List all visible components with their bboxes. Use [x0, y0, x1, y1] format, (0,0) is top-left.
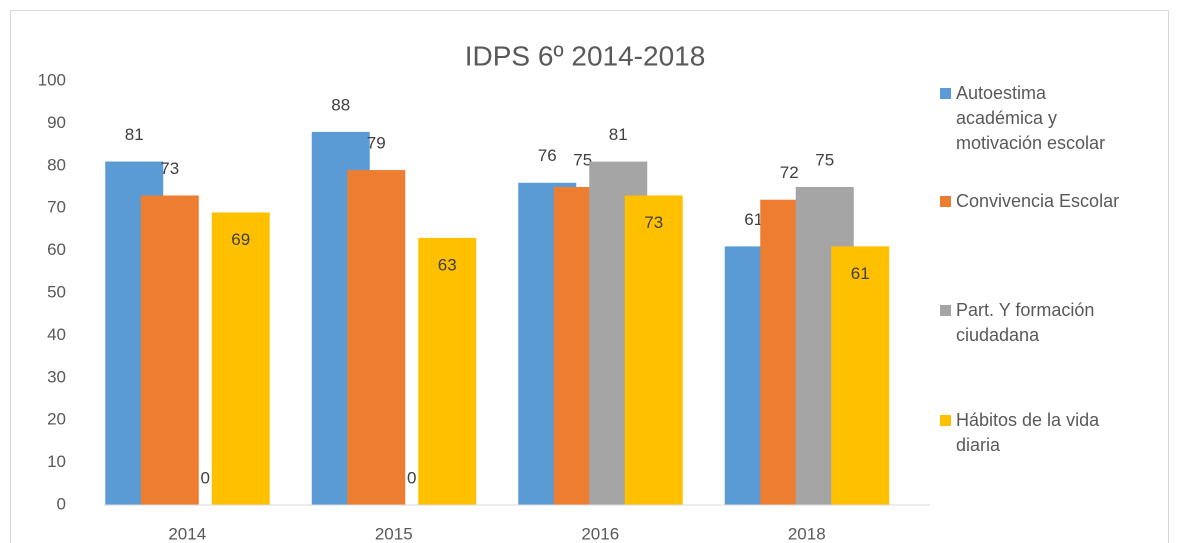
legend-label: Hábitos de la vida diaria — [956, 410, 1100, 455]
data-label: 69 — [231, 230, 250, 249]
data-label: 73 — [160, 159, 179, 178]
x-tick-label: 2014 — [168, 524, 206, 543]
data-label: 0 — [407, 468, 416, 487]
data-label: 61 — [744, 210, 763, 229]
chart-frame — [10, 10, 1169, 543]
x-tick-label: 2015 — [375, 524, 413, 543]
data-label: 76 — [538, 146, 557, 165]
y-tick-label: 80 — [47, 155, 66, 174]
chart-title: IDPS 6º 2014-2018 — [465, 40, 706, 71]
data-label: 63 — [438, 255, 457, 274]
y-tick-label: 30 — [47, 367, 66, 386]
legend-swatch — [940, 415, 951, 426]
y-tick-label: 40 — [47, 325, 66, 344]
bar — [831, 246, 890, 506]
data-label: 73 — [644, 213, 663, 232]
bar — [140, 195, 199, 506]
data-label: 81 — [125, 125, 144, 144]
legend-swatch — [940, 305, 951, 316]
legend-swatch — [940, 196, 951, 207]
legend-label: Convivencia Escolar — [956, 191, 1120, 211]
y-tick-label: 70 — [47, 198, 66, 217]
data-label: 75 — [815, 150, 834, 169]
data-label: 72 — [780, 163, 799, 182]
y-tick-label: 0 — [57, 494, 66, 513]
bar — [347, 170, 406, 506]
data-label: 81 — [609, 125, 628, 144]
data-label: 79 — [367, 134, 386, 153]
y-tick-label: 90 — [47, 113, 66, 132]
x-tick-label: 2018 — [788, 524, 826, 543]
legend-label: Autoestima académica y motivación escola… — [956, 83, 1106, 153]
bar — [624, 195, 683, 506]
legend-item: Convivencia Escolar — [940, 189, 1135, 214]
y-tick-label: 20 — [47, 410, 66, 429]
y-tick-label: 50 — [47, 282, 66, 301]
y-tick-label: 10 — [47, 452, 66, 471]
data-label: 61 — [851, 264, 870, 283]
data-label: 75 — [573, 150, 592, 169]
y-tick-label: 100 — [38, 70, 66, 89]
data-label: 88 — [331, 95, 350, 114]
x-tick-label: 2016 — [581, 524, 619, 543]
bar — [418, 237, 477, 505]
legend-item: Autoestima académica y motivación escola… — [940, 81, 1135, 156]
y-tick-label: 60 — [47, 240, 66, 259]
legend-item: Hábitos de la vida diaria — [940, 408, 1135, 458]
legend-item: Part. Y formación ciudadana — [940, 298, 1135, 348]
bar — [211, 212, 270, 505]
data-label: 0 — [201, 468, 210, 487]
legend-label: Part. Y formación ciudadana — [956, 300, 1095, 345]
legend-swatch — [940, 88, 951, 99]
